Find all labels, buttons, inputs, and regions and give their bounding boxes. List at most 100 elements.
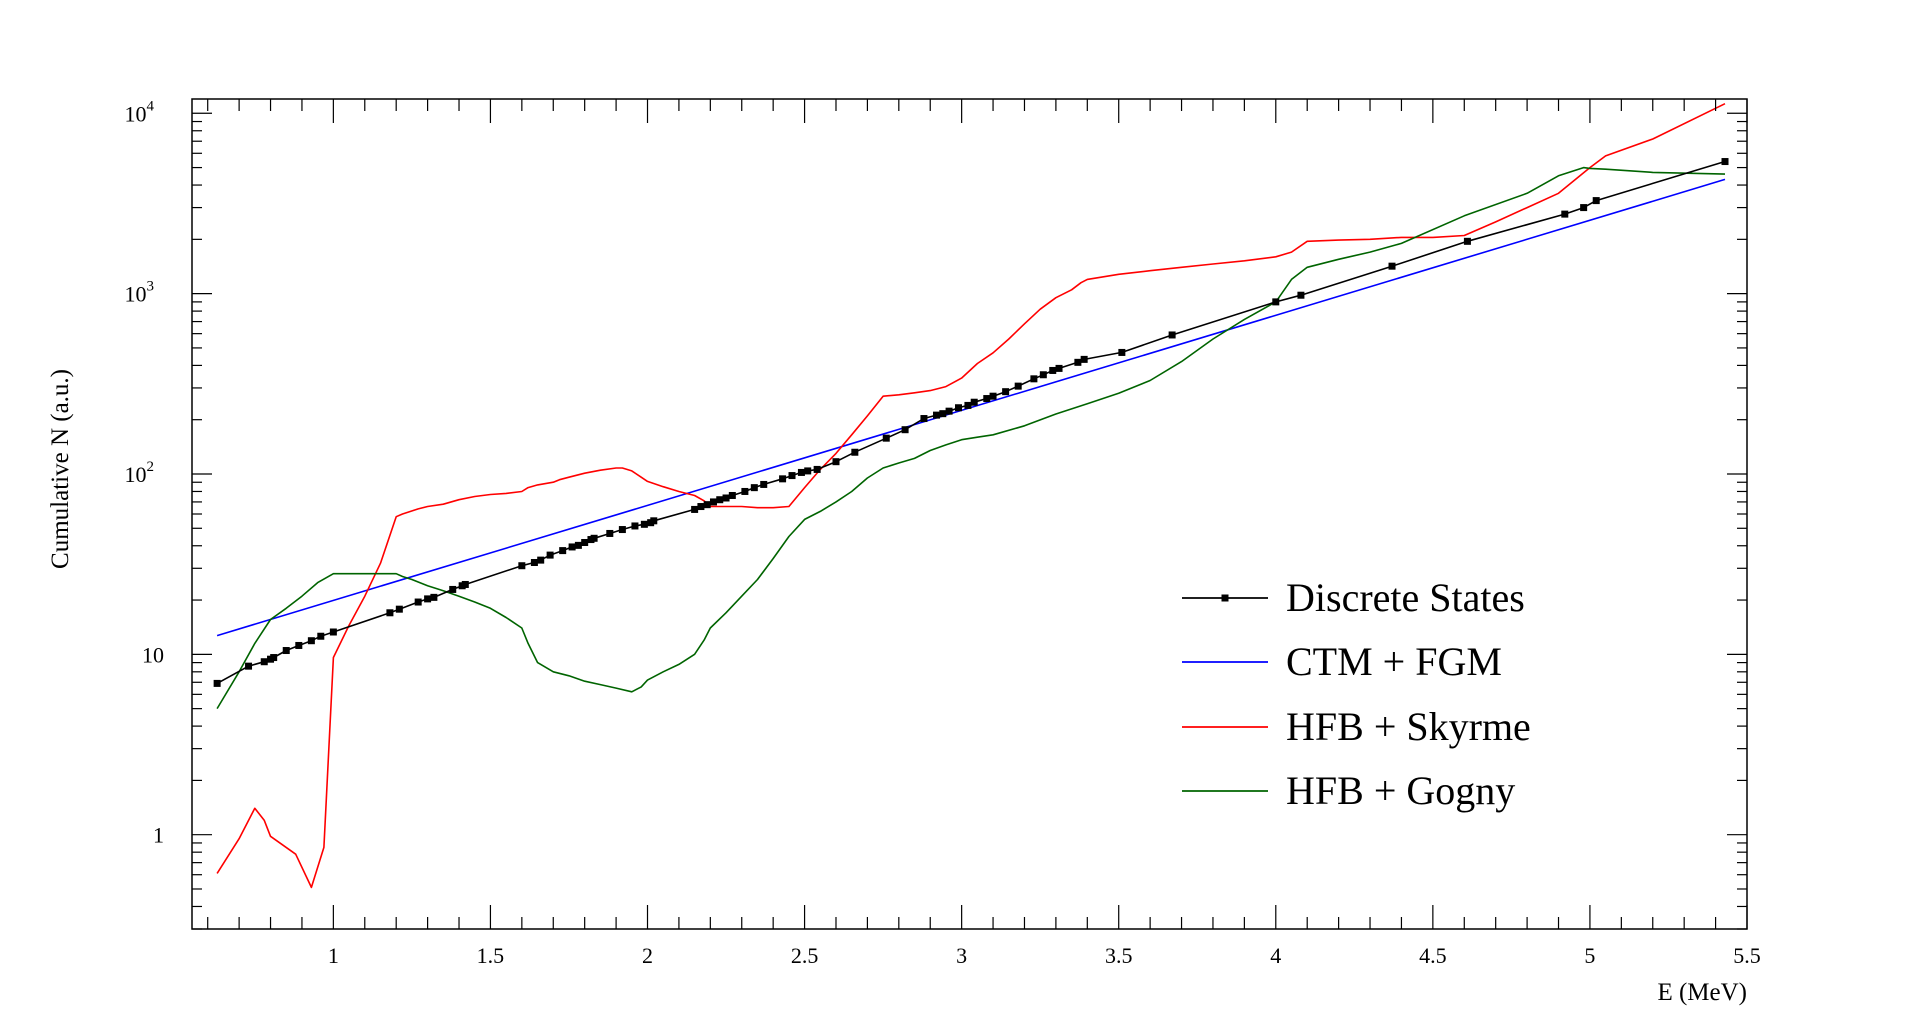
- data-point-discrete-states: [939, 410, 947, 418]
- data-point-discrete-states: [697, 503, 705, 511]
- x-tick-label: 5: [1584, 943, 1595, 968]
- data-point-discrete-states: [1297, 291, 1305, 299]
- data-point-discrete-states: [716, 496, 724, 504]
- data-point-discrete-states: [832, 458, 840, 466]
- data-point-discrete-states: [933, 411, 941, 419]
- data-point-discrete-states: [606, 529, 614, 537]
- data-point-discrete-states: [804, 467, 812, 475]
- series-layer: [213, 102, 1729, 889]
- x-tick-label: 3: [956, 943, 967, 968]
- x-axis-title: E (MeV): [1657, 979, 1747, 1006]
- data-point-discrete-states: [964, 401, 972, 409]
- data-point-discrete-states: [797, 468, 805, 476]
- data-point-discrete-states: [970, 398, 978, 406]
- data-point-discrete-states: [1014, 382, 1022, 390]
- data-point-discrete-states: [329, 628, 337, 636]
- data-point-discrete-states: [386, 609, 394, 617]
- x-tick-label: 1: [328, 943, 339, 968]
- data-point-discrete-states: [1118, 348, 1126, 356]
- legend-marker-discrete-states: [1221, 594, 1229, 602]
- y-tick-label: 10: [142, 642, 164, 667]
- data-point-discrete-states: [282, 647, 290, 655]
- series-line-hfb-gogny: [216, 166, 1726, 710]
- data-point-discrete-states: [779, 475, 787, 483]
- y-tick-label: 102: [125, 459, 155, 487]
- data-point-discrete-states: [1561, 210, 1569, 218]
- data-point-discrete-states: [270, 654, 278, 662]
- data-point-discrete-states: [395, 605, 403, 613]
- data-point-discrete-states: [546, 551, 554, 559]
- data-point-discrete-states: [813, 465, 821, 473]
- legend-label-ctm-fgm: CTM + FGM: [1286, 639, 1502, 684]
- data-point-discrete-states: [518, 562, 526, 570]
- data-point-discrete-states: [750, 484, 758, 492]
- data-point-discrete-states: [1592, 197, 1600, 205]
- data-point-discrete-states: [955, 404, 963, 412]
- data-point-discrete-states: [1074, 358, 1082, 366]
- data-point-discrete-states: [691, 505, 699, 513]
- data-point-discrete-states: [1463, 237, 1471, 245]
- data-point-discrete-states: [461, 580, 469, 588]
- data-point-discrete-states: [722, 494, 730, 502]
- y-axis-title: Cumulative N (a.u.): [47, 369, 74, 569]
- data-point-discrete-states: [1168, 331, 1176, 339]
- data-point-discrete-states: [1055, 364, 1063, 372]
- data-point-discrete-states: [1272, 298, 1280, 306]
- data-point-discrete-states: [920, 415, 928, 423]
- data-point-discrete-states: [945, 407, 953, 415]
- y-tick-label: 1: [153, 823, 164, 848]
- data-point-discrete-states: [1049, 366, 1057, 374]
- data-point-discrete-states: [449, 585, 457, 593]
- data-point-discrete-states: [650, 517, 658, 525]
- data-point-discrete-states: [317, 632, 325, 640]
- data-point-discrete-states: [590, 534, 598, 542]
- legend-label-hfb-skyrme: HFB + Skyrme: [1286, 704, 1531, 749]
- data-point-discrete-states: [618, 526, 626, 534]
- data-point-discrete-states: [788, 472, 796, 480]
- labels-layer: 1 1.5 2 2.5 3 3.5 4 4.5 5 5.5 1 10 102 103 104: [125, 98, 1761, 968]
- x-tick-label: 2: [642, 943, 653, 968]
- data-point-discrete-states: [245, 662, 253, 670]
- x-tick-label: 4: [1270, 943, 1281, 968]
- data-point-discrete-states: [631, 522, 639, 530]
- y-tick-label: 104: [125, 98, 155, 126]
- legend: Discrete States CTM + FGM HFB + Skyrme HFB …: [1182, 575, 1531, 813]
- legend-label-discrete-states: Discrete States: [1286, 575, 1525, 620]
- data-point-discrete-states: [1039, 371, 1047, 379]
- data-point-discrete-states: [989, 392, 997, 400]
- x-tick-label: 2.5: [791, 943, 819, 968]
- data-point-discrete-states: [1002, 388, 1010, 396]
- data-point-discrete-states: [640, 520, 648, 528]
- data-point-discrete-states: [983, 395, 991, 403]
- data-point-discrete-states: [581, 538, 589, 546]
- data-point-discrete-states: [1388, 262, 1396, 270]
- data-point-discrete-states: [1080, 355, 1088, 363]
- data-point-discrete-states: [260, 658, 268, 666]
- data-point-discrete-states: [530, 559, 538, 567]
- data-point-discrete-states: [574, 541, 582, 549]
- data-point-discrete-states: [1721, 158, 1729, 166]
- data-point-discrete-states: [703, 501, 711, 509]
- data-point-discrete-states: [537, 556, 545, 564]
- data-point-discrete-states: [295, 641, 303, 649]
- x-tick-label: 1.5: [477, 943, 505, 968]
- data-point-discrete-states: [901, 426, 909, 434]
- data-point-discrete-states: [568, 543, 576, 551]
- ticks-layer: [192, 99, 1748, 930]
- x-tick-label: 5.5: [1733, 943, 1761, 968]
- series-line-hfb-skyrme: [216, 102, 1726, 889]
- data-point-discrete-states: [882, 434, 890, 442]
- x-tick-label: 4.5: [1419, 943, 1447, 968]
- data-point-discrete-states: [709, 498, 717, 506]
- data-point-discrete-states: [851, 448, 859, 456]
- x-tick-label: 3.5: [1105, 943, 1133, 968]
- y-tick-label: 103: [125, 279, 155, 307]
- legend-label-hfb-gogny: HFB + Gogny: [1286, 768, 1515, 813]
- data-point-discrete-states: [424, 595, 432, 603]
- data-point-discrete-states: [728, 491, 736, 499]
- data-point-discrete-states: [1580, 204, 1588, 212]
- data-point-discrete-states: [307, 637, 315, 645]
- data-point-discrete-states: [430, 593, 438, 601]
